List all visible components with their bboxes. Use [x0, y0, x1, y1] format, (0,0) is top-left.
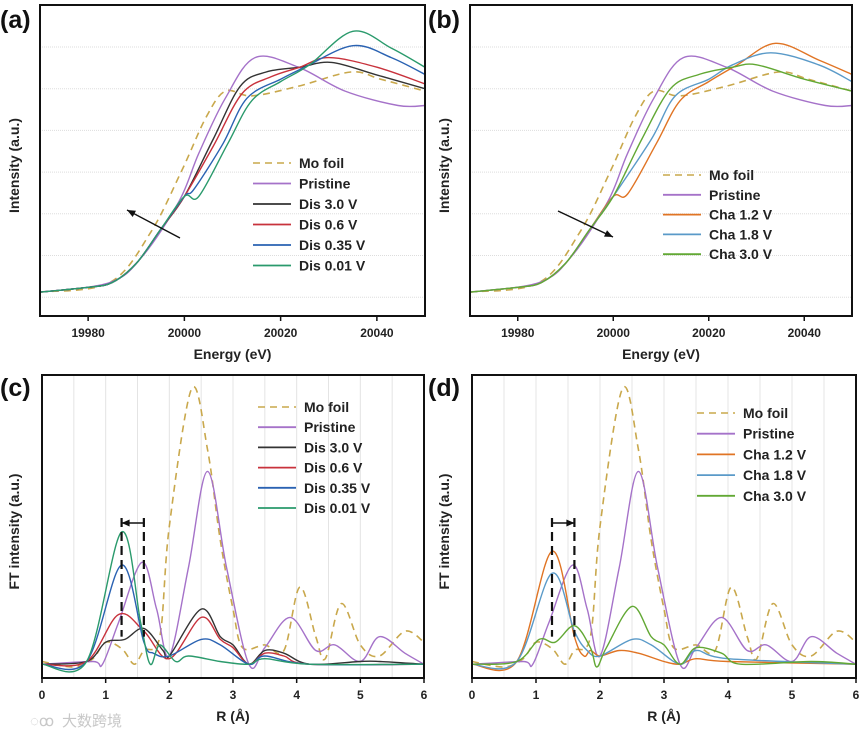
x-tick-label: 0: [469, 688, 476, 702]
x-tick-label: 3: [661, 688, 668, 702]
panel-c: 0 1 2 3 4 5 6 R (Å) FT intensity (a.u.) (c) Mo foi…: [0, 374, 428, 724]
x-tick-label: 4: [725, 688, 732, 702]
watermark: ◌ꝏ: [30, 713, 54, 730]
legend-label: Pristine: [709, 187, 761, 203]
legend-label: Cha 3.0 V: [743, 488, 807, 504]
legend-label: Dis 0.35 V: [304, 480, 371, 496]
x-tick-label: 4: [293, 688, 300, 702]
legend-label: Dis 0.6 V: [304, 460, 363, 476]
watermark-text: 大数跨境: [62, 712, 122, 730]
panel-label: (c): [0, 374, 31, 402]
series-group: [470, 42, 852, 293]
y-axis-label: FT intensity (a.u.): [436, 474, 452, 590]
panel-b: 19980 20000 20020 20040 Energy (eV) Intensity…: [428, 4, 853, 362]
series-line-mo-foil: [42, 385, 424, 668]
legend: Mo foil Pristine Dis 3.0 V Dis 0.6 V Dis 0.3…: [253, 155, 366, 274]
legend-label: Mo foil: [709, 167, 754, 183]
legend: Mo foil Pristine Cha 1.2 V Cha 1.8 V Cha 3.0…: [663, 167, 773, 262]
legend-label: Mo foil: [299, 155, 344, 171]
x-tick-label: 2: [166, 688, 173, 702]
legend: Mo foil Pristine Dis 3.0 V Dis 0.6 V Dis 0.3…: [258, 399, 371, 516]
series-line-mo-foil: [40, 71, 425, 293]
panel-label: (a): [0, 6, 31, 34]
y-axis-label: FT intensity (a.u.): [6, 474, 22, 590]
x-axis-label: R (Å): [647, 708, 680, 724]
panel-label: (b): [428, 6, 460, 34]
x-axis-label: Energy (eV): [622, 346, 700, 362]
y-axis-label: Intensity (a.u.): [436, 118, 452, 213]
series-line-dis-0-35-v: [42, 564, 424, 671]
series-line-dis-0-6-v: [42, 612, 424, 667]
shift-arrow-head-icon: [127, 210, 136, 217]
x-tick-label: 19980: [501, 326, 535, 340]
series-group: [40, 30, 425, 293]
x-tick-label: 20020: [692, 326, 726, 340]
legend-label: Cha 1.2 V: [709, 207, 773, 223]
series-line-mo-foil: [472, 385, 856, 668]
legend-label: Dis 0.6 V: [299, 217, 358, 233]
legend-label: Cha 1.8 V: [743, 467, 807, 483]
legend-label: Dis 3.0 V: [299, 196, 358, 212]
axes-frame: [39, 4, 426, 317]
x-tick-label: 20000: [597, 326, 631, 340]
series-line-cha-1-2-v: [470, 42, 852, 293]
legend-label: Mo foil: [743, 405, 788, 421]
series-line-mo-foil: [470, 71, 852, 293]
axes-frame: [469, 4, 853, 317]
x-tick-label: 2: [597, 688, 604, 702]
x-tick-label: 20040: [360, 326, 394, 340]
legend-label: Pristine: [304, 419, 356, 435]
legend-label: Dis 0.01 V: [299, 258, 366, 274]
panel-d: 0 1 2 3 4 5 6 R (Å) FT intensity (a.u.) (d) Mo foi…: [428, 374, 860, 724]
series-line-dis-0-01-v: [42, 531, 424, 673]
x-tick-label: 3: [230, 688, 237, 702]
x-tick-label: 19980: [71, 326, 105, 340]
x-tick-label: 5: [789, 688, 796, 702]
legend-label: Pristine: [299, 176, 351, 192]
x-tick-label: 5: [357, 688, 364, 702]
x-tick-label: 0: [39, 688, 46, 702]
y-axis-label: Intensity (a.u.): [6, 118, 22, 213]
peak-shift-arrow-head-icon: [121, 519, 130, 527]
series-line-dis-0-6-v: [40, 56, 425, 293]
legend-label: Dis 0.01 V: [304, 500, 371, 516]
panel-a: 19980 20000 20020 20040 Energy (eV) Intensity…: [0, 4, 426, 362]
x-tick-label: 20020: [264, 326, 298, 340]
panel-label: (d): [428, 374, 460, 402]
series-line-dis-3-0-v: [40, 61, 425, 293]
peak-shift-arrow-head-icon: [566, 519, 575, 527]
x-axis-label: Energy (eV): [194, 346, 272, 362]
x-tick-label: 20040: [788, 326, 822, 340]
series-line-dis-0-01-v: [40, 30, 425, 293]
shift-arrow-line: [557, 210, 614, 238]
legend-label: Cha 3.0 V: [709, 246, 773, 262]
series-line-cha-3-0-v: [472, 605, 856, 668]
x-tick-label: 20000: [168, 326, 202, 340]
legend-label: Cha 1.2 V: [743, 446, 807, 462]
x-axis-label: R (Å): [216, 708, 249, 724]
x-tick-label: 6: [853, 688, 860, 702]
legend: Mo foil Pristine Cha 1.2 V Cha 1.8 V Cha 3.0…: [697, 405, 807, 504]
legend-label: Dis 0.35 V: [299, 237, 366, 253]
series-line-cha-3-0-v: [470, 63, 852, 293]
x-tick-label: 1: [533, 688, 540, 702]
series-line-cha-1-8-v: [472, 572, 856, 670]
series-group: [42, 385, 424, 673]
legend-label: Cha 1.8 V: [709, 226, 773, 242]
shift-arrow-head-icon: [604, 230, 613, 237]
shift-arrow-line: [126, 209, 181, 239]
legend-label: Mo foil: [304, 399, 349, 415]
x-tick-label: 1: [102, 688, 109, 702]
legend-label: Pristine: [743, 426, 795, 442]
x-tick-label: 6: [421, 688, 428, 702]
legend-label: Dis 3.0 V: [304, 439, 363, 455]
